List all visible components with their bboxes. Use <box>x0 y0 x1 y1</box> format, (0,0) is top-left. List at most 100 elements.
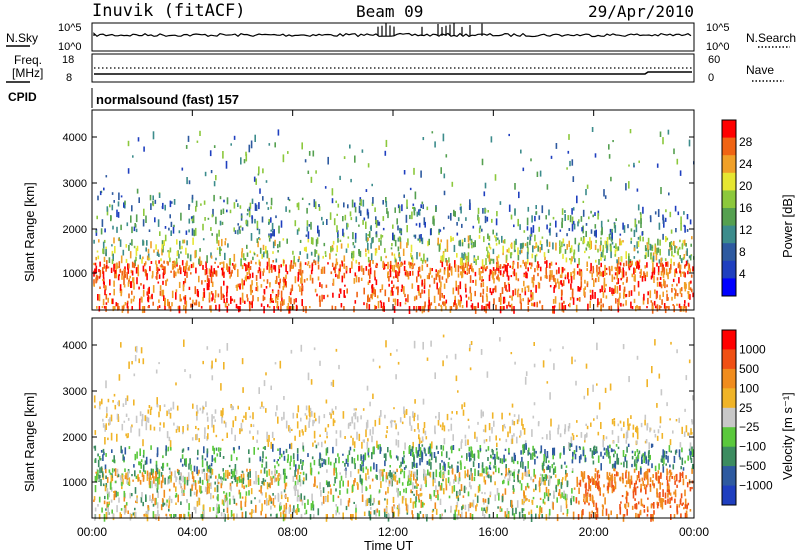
echo-cell <box>468 425 470 429</box>
echo-cell <box>677 263 680 269</box>
echo-cell <box>611 232 613 241</box>
echo-cell <box>507 479 510 486</box>
echo-cell <box>93 262 95 266</box>
echo-cell <box>324 251 327 255</box>
echo-cell <box>131 226 133 234</box>
echo-cell <box>128 245 130 251</box>
echo-cell <box>491 412 494 419</box>
echo-cell <box>162 280 164 285</box>
echo-cell <box>414 471 416 477</box>
echo-cell <box>105 380 107 389</box>
echo-cell <box>302 445 305 450</box>
echo-cell <box>538 486 541 493</box>
echo-cell <box>284 495 286 498</box>
echo-cell <box>459 300 461 308</box>
echo-cell <box>363 511 366 516</box>
echo-cell <box>564 249 567 254</box>
echo-cell <box>220 483 223 489</box>
echo-cell <box>559 494 562 499</box>
echo-cell <box>154 217 156 223</box>
echo-cell <box>311 411 313 417</box>
echo-cell <box>621 271 624 279</box>
echo-cell <box>635 456 638 460</box>
echo-cell <box>394 258 397 263</box>
echo-cell <box>544 449 546 457</box>
echo-cell <box>450 306 453 311</box>
echo-cell <box>481 276 483 279</box>
echo-cell <box>489 461 492 465</box>
echo-cell <box>185 230 188 235</box>
echo-cell <box>260 486 262 494</box>
echo-cell <box>551 464 554 469</box>
echo-cell <box>450 235 452 243</box>
echo-cell <box>199 407 202 411</box>
echo-cell <box>669 418 671 421</box>
echo-cell <box>511 500 513 509</box>
echo-cell <box>539 170 542 177</box>
echo-cell <box>228 266 231 275</box>
echo-cell <box>487 210 489 213</box>
echo-cell <box>203 200 206 205</box>
echo-cell <box>225 492 228 501</box>
echo-cell <box>478 227 481 234</box>
echo-cell <box>640 218 642 224</box>
echo-cell <box>321 266 324 274</box>
echo-cell <box>496 256 498 261</box>
echo-cell <box>124 273 126 278</box>
echo-cell <box>691 432 693 435</box>
echo-cell <box>428 446 431 453</box>
echo-cell <box>619 420 622 424</box>
echo-cell <box>226 263 228 271</box>
echo-cell <box>538 480 541 487</box>
echo-cell <box>181 167 184 171</box>
echo-cell <box>647 245 649 250</box>
echo-cell <box>365 248 367 253</box>
echo-cell <box>213 268 215 275</box>
echo-cell <box>432 478 434 487</box>
echo-cell <box>488 514 491 518</box>
echo-cell <box>156 397 158 405</box>
echo-cell <box>291 508 294 515</box>
echo-cell <box>111 298 113 304</box>
echo-cell <box>301 276 303 284</box>
echo-cell <box>622 450 625 457</box>
echo-cell <box>460 441 463 449</box>
freq-left-tick-bottom: 8 <box>66 72 72 84</box>
echo-cell <box>619 262 622 266</box>
echo-cell <box>625 260 628 267</box>
echo-cell <box>254 134 256 142</box>
echo-cell <box>223 420 226 424</box>
echo-cell <box>339 490 341 495</box>
echo-cell <box>412 206 414 209</box>
echo-cell <box>484 268 487 272</box>
echo-cell <box>378 489 381 493</box>
echo-cell <box>211 469 214 475</box>
echo-cell <box>422 514 425 518</box>
echo-cell <box>594 224 597 229</box>
echo-cell <box>425 514 427 517</box>
echo-cell <box>278 283 281 289</box>
echo-cell <box>352 257 354 261</box>
echo-cell <box>539 300 541 304</box>
echo-cell <box>220 479 223 486</box>
echo-cell <box>132 512 135 516</box>
echo-cell <box>313 459 316 466</box>
echo-cell <box>289 427 291 433</box>
echo-cell <box>676 158 679 165</box>
echo-cell <box>676 251 679 254</box>
echo-cell <box>357 469 360 474</box>
echo-cell <box>415 496 417 502</box>
echo-cell <box>94 485 97 493</box>
echo-cell <box>522 508 525 511</box>
echo-cell <box>568 423 571 429</box>
echo-cell <box>594 468 597 472</box>
echo-cell <box>278 241 281 248</box>
echo-cell <box>656 488 658 495</box>
echo-cell <box>258 489 261 492</box>
echo-cell <box>96 306 98 309</box>
echo-cell <box>191 197 194 203</box>
echo-cell <box>371 237 373 244</box>
echo-cell <box>120 514 122 519</box>
echo-cell <box>680 222 682 231</box>
echo-cell <box>363 217 366 221</box>
